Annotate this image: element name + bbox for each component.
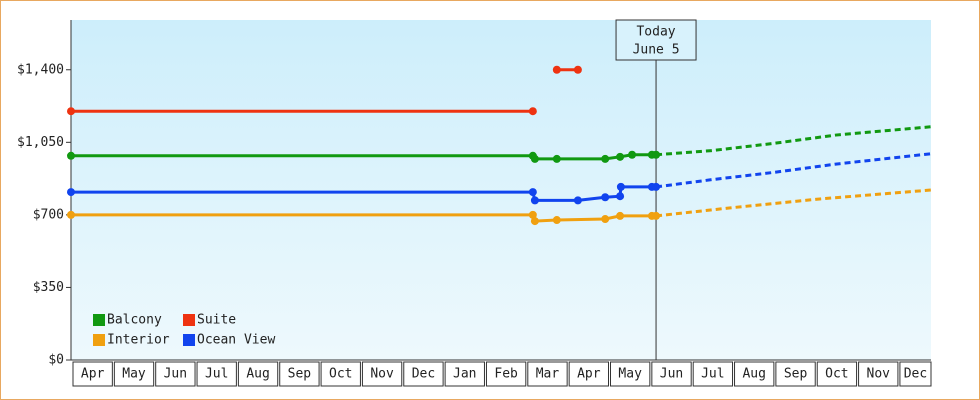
y-tick-label: $1,400 [17,62,64,77]
price-point [652,182,661,191]
price-point [601,193,610,202]
x-tick-label: Feb [494,367,518,382]
today-box [615,19,697,61]
month-cell [72,361,113,387]
month-cell [651,361,692,387]
month-cell [816,361,858,387]
month-cell [734,361,775,387]
x-tick-label: Aug [246,367,269,382]
x-tick-label: Mar [536,367,560,382]
month-cell [279,361,320,387]
today-label: Today [636,25,675,40]
x-tick-label: Aug [742,367,765,382]
x-tick-label: May [618,367,642,382]
price-point [601,215,610,224]
month-cell [775,361,816,387]
price-point [616,192,625,201]
month-cell [320,361,361,387]
month-cell [113,361,155,387]
plot-area [71,20,931,360]
y-tick-label: $350 [33,280,64,295]
price-point [67,107,75,116]
price-point [552,65,561,74]
month-cell [155,361,196,387]
legend-swatch [93,314,105,326]
x-tick-label: Dec [412,367,435,382]
price-point [573,65,582,74]
legend-label: Balcony [107,313,162,328]
y-tick-label: $700 [33,207,64,222]
x-tick-label: Oct [329,367,352,382]
price-point [616,182,625,191]
price-point [552,154,561,163]
x-tick-label: Nov [370,367,394,382]
month-cell [196,361,237,387]
month-cell [403,361,444,387]
price-point [67,188,75,197]
price-point [528,188,537,197]
price-point [616,152,625,161]
today-label: June 5 [633,43,680,58]
y-tick-label: $0 [48,353,64,368]
price-point [573,196,582,205]
price-point [530,154,539,163]
legend-label: Suite [197,313,236,328]
x-tick-label: Jun [660,367,683,382]
month-cell [444,361,485,387]
month-cell [858,361,899,387]
x-tick-label: Jan [453,367,476,382]
price-point [652,150,661,159]
forecast-line [655,125,932,157]
price-point [528,107,537,116]
x-tick-label: Sep [288,367,312,382]
x-tick-label: May [122,367,146,382]
x-tick-label: Jun [164,367,187,382]
legend-label: Interior [107,333,170,348]
y-tick-label: $1,050 [17,135,64,150]
x-tick-label: Sep [784,367,808,382]
price-point [628,150,637,159]
x-tick-label: Jul [701,367,724,382]
x-tick-label: Dec [904,367,927,382]
price-point [528,210,537,219]
legend-swatch [183,314,195,326]
month-cell [485,361,527,387]
legend-label: Ocean View [197,333,275,348]
legend-swatch [183,334,195,346]
price-point [601,154,610,163]
price-point [67,151,75,160]
price-point [552,216,561,225]
x-tick-label: Apr [577,367,601,382]
x-tick-label: Nov [867,367,891,382]
month-cell [527,361,568,387]
month-cell [692,361,734,387]
price-point [616,211,625,220]
price-point [530,196,539,205]
x-tick-label: Apr [81,367,105,382]
month-cell [610,361,651,387]
legend-swatch [93,334,105,346]
month-cell [361,361,403,387]
x-tick-label: Jul [205,367,228,382]
forecast-line [655,152,932,189]
x-tick-label: Oct [825,367,848,382]
price-point [67,210,75,219]
month-cell [237,361,279,387]
month-cell [568,361,610,387]
month-cell [899,361,932,387]
price-point [652,211,661,220]
price-point [530,217,539,226]
